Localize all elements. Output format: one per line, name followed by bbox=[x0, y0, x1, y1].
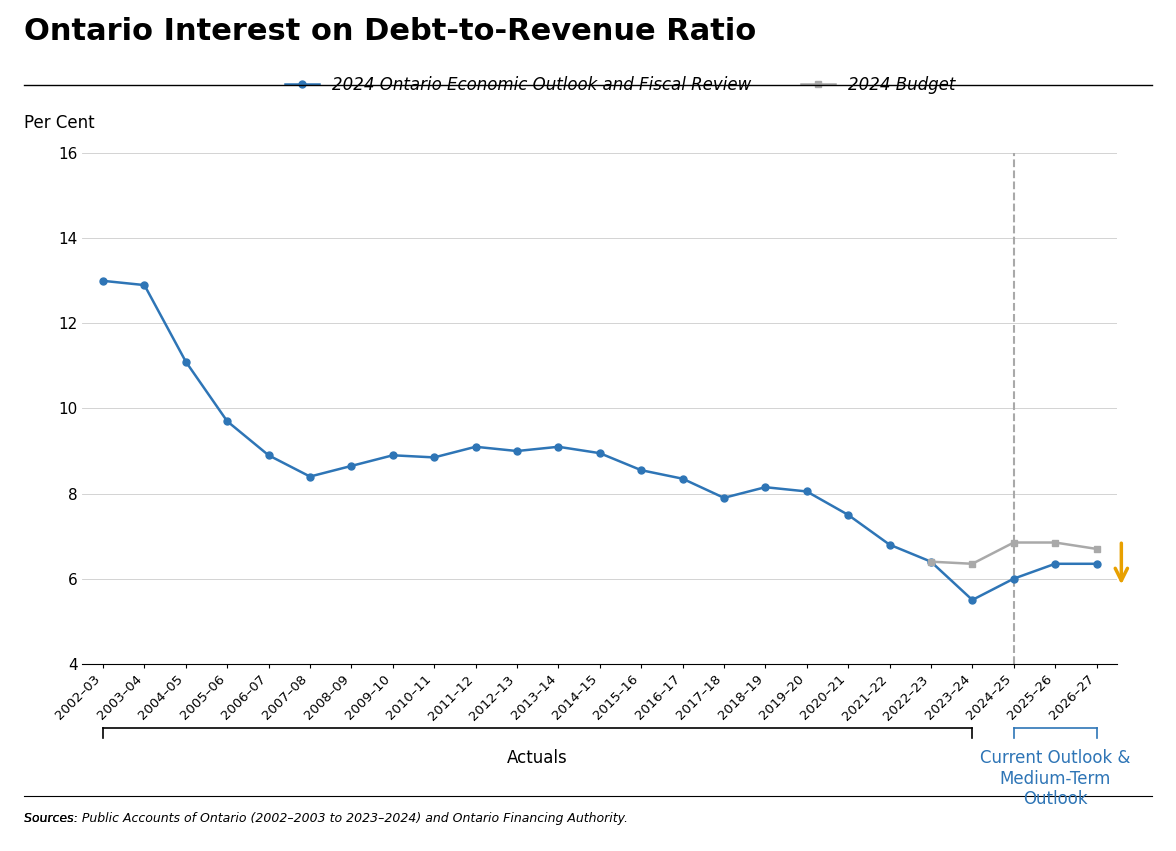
Text: Actuals: Actuals bbox=[507, 749, 568, 767]
Text: Per Cent: Per Cent bbox=[24, 114, 94, 132]
Text: Sources: Public Accounts of Ontario (2002–2003 to 2023–2024) and Ontario Financi: Sources: Public Accounts of Ontario (200… bbox=[24, 813, 628, 825]
Text: Ontario Interest on Debt-to-Revenue Ratio: Ontario Interest on Debt-to-Revenue Rati… bbox=[24, 17, 756, 46]
Legend: 2024 Ontario Economic Outlook and Fiscal Review, 2024 Budget: 2024 Ontario Economic Outlook and Fiscal… bbox=[279, 70, 962, 101]
Text: Current Outlook &
Medium-Term
Outlook: Current Outlook & Medium-Term Outlook bbox=[980, 749, 1130, 808]
Text: Sources:: Sources: bbox=[24, 813, 81, 825]
